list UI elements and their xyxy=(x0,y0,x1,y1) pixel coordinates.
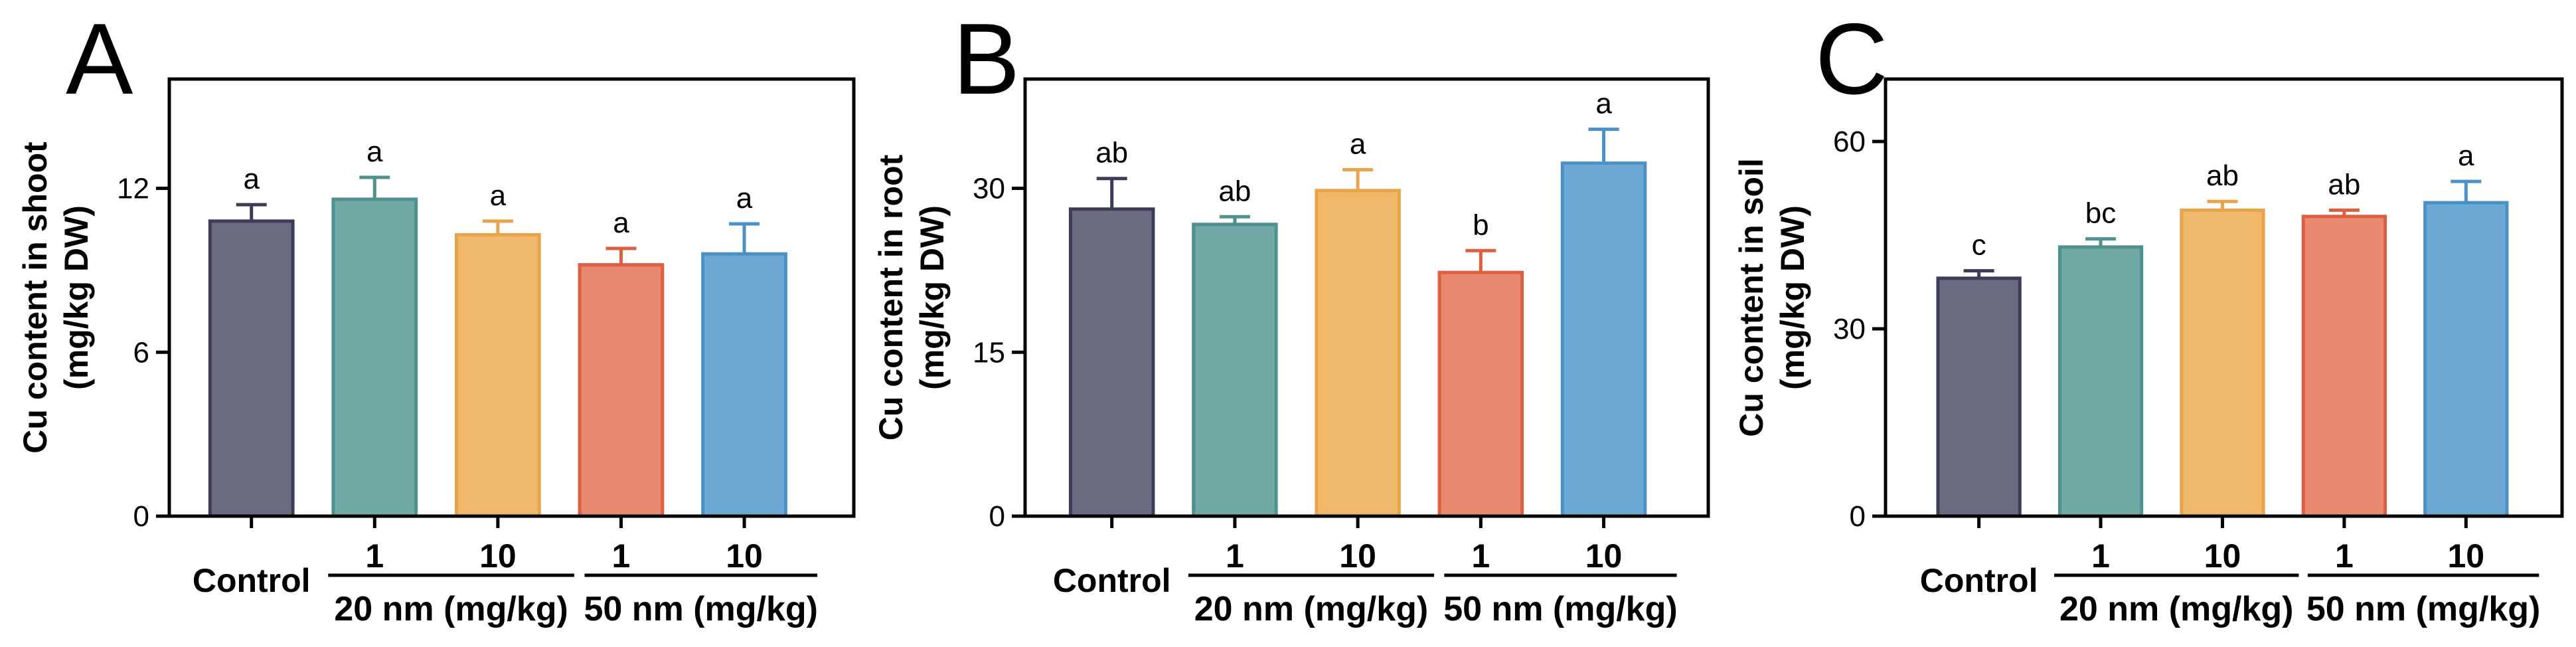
bar-20nm-1 xyxy=(2057,245,2144,518)
y-axis-label: (mg/kg DW) xyxy=(914,205,951,390)
y-tick-label: 6 xyxy=(133,336,149,369)
y-axis-label: Cu content in shoot xyxy=(17,141,54,454)
y-axis-label: Cu content in root xyxy=(872,154,910,440)
bar-20nm-10 xyxy=(455,232,541,518)
panel-a: Aa Control a 1 a 10 a 1 a 10 0 6 12 Cu content in sho… xyxy=(17,3,856,628)
significance-letter: ab xyxy=(1218,175,1251,207)
bar-control xyxy=(1068,207,1155,518)
x-tick-label: 1 xyxy=(1226,537,1244,575)
significance-letter: ab xyxy=(2328,168,2360,201)
x-tick-label: 1 xyxy=(1471,537,1490,575)
bar-20nm-1 xyxy=(1192,223,1278,518)
bar-20nm-1 xyxy=(331,197,418,518)
x-tick-label: Control xyxy=(193,562,311,599)
bar-control xyxy=(208,219,295,518)
y-tick-label: 30 xyxy=(973,173,1005,205)
x-tick-label: 1 xyxy=(2335,537,2354,575)
bar-50nm-1 xyxy=(2301,215,2387,518)
y-tick-label: 0 xyxy=(133,500,149,533)
x-tick-label: Control xyxy=(1053,562,1171,599)
y-tick-label: 0 xyxy=(989,500,1005,533)
x-tick-label: 10 xyxy=(1339,537,1376,575)
panel-label: C xyxy=(1815,3,1888,116)
x-tick-label: 1 xyxy=(2091,537,2110,575)
bar-50nm-1 xyxy=(578,263,665,518)
y-tick-label: 15 xyxy=(973,336,1005,369)
bar-50nm-10 xyxy=(1560,161,1647,518)
significance-letter: a xyxy=(613,207,629,239)
group-label: 20 nm (mg/kg) xyxy=(2059,590,2294,628)
panel-label: B xyxy=(953,3,1020,116)
significance-letter: ab xyxy=(2206,159,2239,192)
plot-frame xyxy=(1884,77,2564,518)
group-label: 50 nm (mg/kg) xyxy=(584,590,819,628)
x-tick-label: 1 xyxy=(365,537,384,575)
group-label: 50 nm (mg/kg) xyxy=(1443,590,1678,628)
bar-control xyxy=(1936,276,2022,518)
significance-letter: c xyxy=(1972,229,1986,262)
significance-letter: a xyxy=(243,163,260,195)
x-tick-label: 1 xyxy=(612,537,631,575)
significance-letter: a xyxy=(2458,139,2474,172)
x-tick-label: 10 xyxy=(2204,537,2241,575)
significance-letter: a xyxy=(736,182,753,215)
group-label: 50 nm (mg/kg) xyxy=(2306,590,2541,628)
bar-50nm-10 xyxy=(701,252,787,518)
plot-frame xyxy=(167,77,856,518)
significance-letter: a xyxy=(1350,128,1366,161)
significance-letter: a xyxy=(490,179,507,212)
y-tick-label: 30 xyxy=(1833,313,1866,345)
y-axis-label: (mg/kg DW) xyxy=(1774,205,1811,390)
y-axis-label: (mg/kg DW) xyxy=(58,205,95,390)
bar-20nm-10 xyxy=(2180,208,2265,518)
panel-label: A xyxy=(66,3,133,116)
x-tick-label: 10 xyxy=(479,537,517,575)
y-axis-label: Cu content in soil xyxy=(1733,158,1770,436)
panel-c: Cc Control bc 1 ab 10 ab 1 a 10 0 30 60 Cu content in… xyxy=(1733,3,2564,628)
x-tick-label: 10 xyxy=(726,537,763,575)
y-tick-label: 0 xyxy=(1850,500,1866,533)
bar-50nm-10 xyxy=(2423,201,2509,518)
plot-frame xyxy=(1023,77,1710,518)
group-label: 20 nm (mg/kg) xyxy=(1194,590,1429,628)
significance-letter: a xyxy=(366,136,383,168)
significance-letter: ab xyxy=(1095,137,1128,169)
bar-20nm-10 xyxy=(1315,189,1401,518)
x-tick-label: 10 xyxy=(1585,537,1623,575)
x-tick-label: 10 xyxy=(2447,537,2484,575)
y-tick-label: 60 xyxy=(1833,126,1866,158)
significance-letter: bc xyxy=(2085,197,2116,230)
panel-b: Bab Control ab 1 a 10 b 1 a 10 0 15 30 Cu content in … xyxy=(872,3,1710,628)
significance-letter: a xyxy=(1595,88,1612,120)
y-tick-label: 12 xyxy=(117,173,149,205)
significance-letter: b xyxy=(1473,209,1489,241)
bar-50nm-1 xyxy=(1437,270,1524,518)
x-tick-label: Control xyxy=(1920,562,2038,599)
group-label: 20 nm (mg/kg) xyxy=(334,590,568,628)
